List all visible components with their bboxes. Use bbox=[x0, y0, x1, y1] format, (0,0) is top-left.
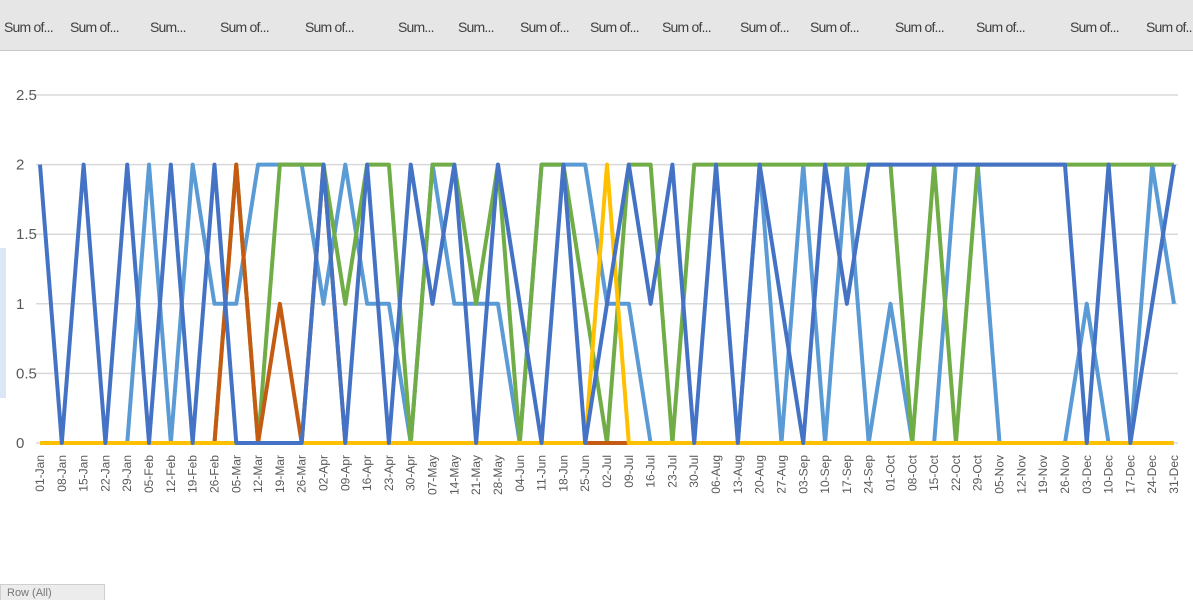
x-tick-label: 11-Jun bbox=[535, 455, 549, 491]
pivot-field-button-15[interactable]: Sum of... bbox=[1070, 19, 1120, 35]
y-tick-label: 2.5 bbox=[16, 87, 37, 104]
pivot-field-button-6[interactable]: Sum... bbox=[398, 19, 434, 35]
selection-handle[interactable] bbox=[0, 248, 6, 398]
x-tick-label: 13-Aug bbox=[731, 455, 745, 494]
pivot-field-button-2[interactable]: Sum of... bbox=[70, 19, 120, 35]
x-tick-label: 25-Jun bbox=[578, 455, 592, 492]
pivot-field-button-9[interactable]: Sum of... bbox=[590, 19, 640, 35]
x-tick-label: 01-Oct bbox=[884, 454, 898, 491]
x-tick-label: 19-Feb bbox=[186, 455, 200, 493]
pivot-field-button-12[interactable]: Sum of... bbox=[810, 19, 860, 35]
pivot-field-button-8[interactable]: Sum of... bbox=[520, 19, 570, 35]
x-tick-label: 28-May bbox=[491, 455, 505, 495]
x-tick-label: 09-Jul bbox=[622, 455, 636, 488]
x-tick-label: 16-Apr bbox=[360, 455, 374, 491]
x-tick-label: 09-Apr bbox=[338, 455, 352, 491]
x-tick-label: 12-Mar bbox=[251, 455, 265, 493]
x-tick-label: 17-Sep bbox=[840, 455, 854, 494]
x-tick-label: 14-May bbox=[447, 455, 461, 495]
x-tick-label: 15-Jan bbox=[77, 455, 91, 492]
x-tick-label: 29-Oct bbox=[971, 454, 985, 491]
x-tick-label: 04-Jun bbox=[513, 455, 527, 492]
x-tick-label: 31-Dec bbox=[1167, 455, 1181, 494]
x-tick-label: 08-Jan bbox=[55, 455, 69, 492]
x-tick-label: 24-Dec bbox=[1145, 455, 1159, 494]
pivot-field-button-11[interactable]: Sum of... bbox=[740, 19, 790, 35]
x-tick-label: 19-Nov bbox=[1036, 455, 1050, 494]
x-tick-label: 05-Nov bbox=[993, 455, 1007, 494]
x-tick-label: 07-May bbox=[426, 455, 440, 495]
line-chart: 0 0.5 1 1.5 2 2.5 01-Jan 08-Jan 15-Jan 22-Jan 29-J… bbox=[16, 87, 1181, 495]
x-tick-label: 26-Mar bbox=[295, 455, 309, 493]
x-tick-label: 27-Aug bbox=[774, 455, 788, 494]
x-tick-label: 02-Apr bbox=[317, 455, 331, 491]
x-tick-label: 30-Apr bbox=[404, 455, 418, 491]
x-tick-label: 12-Nov bbox=[1014, 455, 1028, 494]
pivot-field-button-7[interactable]: Sum... bbox=[458, 19, 494, 35]
row-field-button[interactable]: Row (All) bbox=[0, 584, 105, 600]
x-tick-label: 20-Aug bbox=[753, 455, 767, 494]
x-tick-label: 30-Jul bbox=[687, 455, 701, 488]
x-tick-label: 02-Jul bbox=[600, 455, 614, 488]
x-tick-label: 05-Mar bbox=[229, 455, 243, 493]
x-tick-label: 16-Jul bbox=[644, 455, 658, 488]
x-tick-label: 17-Dec bbox=[1123, 455, 1137, 494]
x-tick-label: 05-Feb bbox=[142, 455, 156, 493]
x-tick-label: 19-Mar bbox=[273, 455, 287, 493]
x-tick-label: 22-Oct bbox=[949, 454, 963, 491]
x-tick-label: 03-Dec bbox=[1080, 455, 1094, 494]
pivot-field-bar: Sum of... Sum of... Sum... Sum of... Sum of.… bbox=[0, 0, 1193, 51]
y-tick-label: 1 bbox=[16, 296, 24, 313]
x-tick-label: 24-Sep bbox=[862, 455, 876, 494]
series-line-5 bbox=[38, 162, 1176, 445]
x-tick-label: 12-Feb bbox=[164, 455, 178, 493]
pivot-field-button-1[interactable]: Sum of... bbox=[4, 19, 54, 35]
x-tick-label: 03-Sep bbox=[796, 455, 810, 494]
y-tick-label: 2 bbox=[16, 157, 24, 174]
x-tick-label: 01-Jan bbox=[33, 455, 47, 492]
x-tick-label: 18-Jun bbox=[556, 455, 570, 492]
y-tick-label: 1.5 bbox=[16, 226, 37, 243]
x-tick-label: 08-Oct bbox=[905, 454, 919, 491]
pivot-field-button-10[interactable]: Sum of... bbox=[662, 19, 712, 35]
pivot-field-button-4[interactable]: Sum of... bbox=[220, 19, 270, 35]
x-tick-label: 23-Jul bbox=[665, 455, 679, 488]
x-tick-label: 10-Sep bbox=[818, 455, 832, 494]
pivot-field-button-16[interactable]: Sum of... bbox=[1146, 19, 1193, 35]
x-tick-label: 15-Oct bbox=[927, 454, 941, 491]
series-line-4 bbox=[40, 162, 1174, 445]
x-tick-label: 29-Jan bbox=[120, 455, 134, 492]
y-tick-label: 0 bbox=[16, 435, 24, 452]
pivot-field-button-3[interactable]: Sum... bbox=[150, 19, 186, 35]
pivot-field-button-5[interactable]: Sum of... bbox=[305, 19, 355, 35]
pivot-field-button-13[interactable]: Sum of... bbox=[895, 19, 945, 35]
x-tick-label: 21-May bbox=[469, 455, 483, 495]
x-tick-label: 26-Nov bbox=[1058, 455, 1072, 494]
x-tick-label: 22-Jan bbox=[98, 455, 112, 492]
pivot-field-button-14[interactable]: Sum of... bbox=[976, 19, 1026, 35]
x-tick-label: 06-Aug bbox=[709, 455, 723, 494]
y-tick-label: 0.5 bbox=[16, 365, 37, 382]
x-tick-label: 23-Apr bbox=[382, 455, 396, 491]
x-tick-label: 10-Dec bbox=[1102, 455, 1116, 494]
x-tick-label: 26-Feb bbox=[207, 455, 221, 493]
